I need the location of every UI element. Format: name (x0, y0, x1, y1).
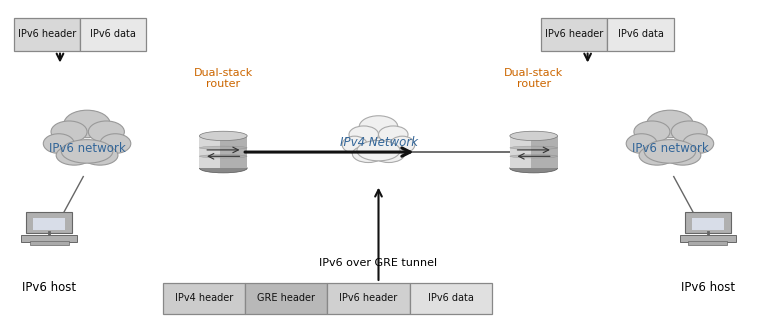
Ellipse shape (82, 146, 118, 165)
Ellipse shape (360, 116, 398, 138)
Text: IPv4 header: IPv4 header (175, 293, 233, 303)
FancyBboxPatch shape (26, 212, 72, 233)
FancyBboxPatch shape (21, 235, 77, 242)
FancyBboxPatch shape (607, 18, 674, 51)
Text: IPv6 network: IPv6 network (48, 142, 126, 155)
Ellipse shape (639, 146, 675, 165)
Text: IPv6 host: IPv6 host (681, 281, 735, 294)
Ellipse shape (509, 164, 557, 173)
Ellipse shape (349, 126, 378, 143)
Polygon shape (510, 136, 557, 168)
Ellipse shape (199, 131, 247, 141)
Ellipse shape (390, 136, 415, 153)
FancyBboxPatch shape (541, 18, 607, 51)
Ellipse shape (372, 146, 404, 163)
Ellipse shape (646, 110, 693, 138)
Text: IPv6 over GRE tunnel: IPv6 over GRE tunnel (319, 258, 438, 268)
Ellipse shape (634, 121, 670, 143)
Ellipse shape (56, 146, 92, 165)
Text: IPv6 header: IPv6 header (339, 293, 397, 303)
FancyBboxPatch shape (245, 283, 327, 314)
Ellipse shape (51, 121, 87, 143)
Ellipse shape (342, 136, 367, 153)
Ellipse shape (644, 140, 696, 163)
Polygon shape (199, 136, 220, 168)
Ellipse shape (357, 140, 400, 161)
Ellipse shape (665, 146, 701, 165)
Polygon shape (510, 136, 531, 168)
Ellipse shape (199, 146, 247, 149)
Ellipse shape (199, 164, 247, 173)
Text: IPv6 data: IPv6 data (90, 29, 136, 39)
Ellipse shape (43, 134, 74, 153)
Text: IPv6 header: IPv6 header (545, 29, 603, 39)
Ellipse shape (671, 121, 707, 143)
Ellipse shape (89, 121, 124, 143)
Text: Dual-stack
router: Dual-stack router (194, 68, 253, 89)
Ellipse shape (509, 146, 557, 149)
Text: IPv6 network: IPv6 network (631, 142, 709, 155)
Text: IPv6 data: IPv6 data (618, 29, 664, 39)
FancyBboxPatch shape (684, 212, 731, 233)
Ellipse shape (64, 110, 111, 138)
Ellipse shape (683, 134, 714, 153)
FancyBboxPatch shape (410, 283, 492, 314)
FancyBboxPatch shape (80, 18, 146, 51)
Text: Dual-stack
router: Dual-stack router (504, 68, 563, 89)
FancyBboxPatch shape (680, 235, 736, 242)
Text: IPv4 Network: IPv4 Network (339, 136, 418, 149)
FancyBboxPatch shape (692, 218, 724, 230)
FancyBboxPatch shape (33, 218, 65, 230)
Ellipse shape (509, 131, 557, 141)
Ellipse shape (100, 134, 131, 153)
Text: IPv6 data: IPv6 data (428, 293, 474, 303)
Ellipse shape (509, 155, 557, 158)
Ellipse shape (378, 126, 408, 143)
Text: GRE header: GRE header (257, 293, 315, 303)
Polygon shape (199, 136, 247, 168)
Ellipse shape (626, 134, 657, 153)
Ellipse shape (199, 155, 247, 158)
Text: IPv6 host: IPv6 host (22, 281, 76, 294)
FancyBboxPatch shape (688, 241, 727, 245)
Ellipse shape (61, 140, 113, 163)
FancyBboxPatch shape (14, 18, 80, 51)
FancyBboxPatch shape (163, 283, 245, 314)
Ellipse shape (352, 146, 385, 163)
Text: IPv6 header: IPv6 header (17, 29, 76, 39)
FancyBboxPatch shape (30, 241, 69, 245)
FancyBboxPatch shape (327, 283, 410, 314)
